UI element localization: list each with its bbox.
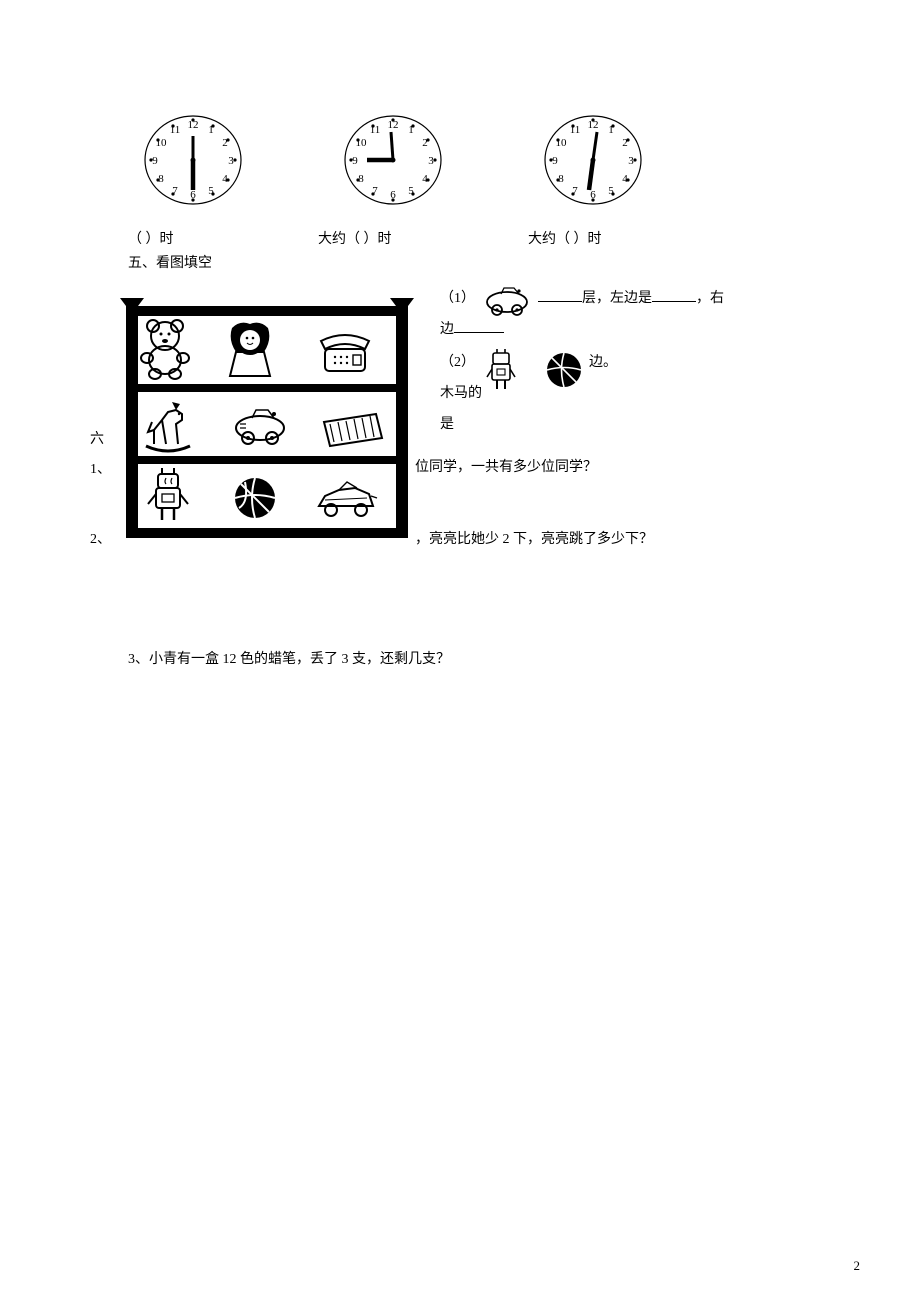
svg-text:2: 2 xyxy=(622,137,628,149)
question-3-text: 3、小青有一盒 12 色的蜡笔，丢了 3 支，还剩几支？ xyxy=(128,648,800,668)
q6-2-num: 2、 xyxy=(90,528,111,548)
svg-text:9: 9 xyxy=(152,155,158,167)
clock-labels-row: （ ）时 大约（ ）时 大约（ ）时 xyxy=(128,228,800,248)
q1-prefix: （1） xyxy=(440,291,475,306)
robot-inline-icon xyxy=(483,349,519,393)
clock-3: 12 1 2 3 4 5 6 7 8 9 10 11 xyxy=(538,110,648,210)
doll-icon xyxy=(230,323,270,376)
svg-text:11: 11 xyxy=(170,124,181,136)
keyboard-icon xyxy=(324,414,382,446)
q2-line3: 是 xyxy=(440,417,454,432)
q1-line2-prefix: 边 xyxy=(440,322,454,337)
question-2-text: （2） xyxy=(440,348,820,440)
q6-2-text: ，亮亮比她少 2 下，亮亮跳了多少下？ xyxy=(415,528,653,548)
basketball-inline-icon xyxy=(544,350,584,390)
q2-mid: 边。 xyxy=(589,355,617,370)
clocks-row: 12 1 2 3 4 5 6 7 8 9 10 11 xyxy=(138,110,800,210)
racecar-icon xyxy=(319,482,377,516)
q6-1-text: 位同学，一共有多少位同学？ xyxy=(415,456,597,476)
q2-prefix: （2） xyxy=(440,355,475,370)
svg-text:9: 9 xyxy=(352,155,358,167)
section-six-char: 六 xyxy=(90,428,104,448)
robot-icon xyxy=(148,468,188,520)
blank-right xyxy=(454,318,504,333)
svg-text:11: 11 xyxy=(370,124,381,136)
toy-shelf-illustration xyxy=(120,298,420,558)
svg-text:2: 2 xyxy=(422,137,428,149)
svg-text:3: 3 xyxy=(628,155,634,167)
clock-3-label: 大约（ ）时 xyxy=(528,228,602,248)
telephone-icon xyxy=(321,335,369,371)
blank-left xyxy=(652,287,696,302)
page-number: 2 xyxy=(854,1258,861,1274)
clock-2-label: 大约（ ）时 xyxy=(318,228,528,248)
q1-mid1: 层，左边是 xyxy=(582,291,652,306)
q2-line2: 木马的 xyxy=(440,386,482,401)
shelf-area: （1） 层，左边是 ，右 边 （2） xyxy=(120,278,800,588)
section-5-title: 五、看图填空 xyxy=(128,252,800,272)
clock-1: 12 1 2 3 4 5 6 7 8 9 10 11 xyxy=(138,110,248,210)
q1-mid2: ，右 xyxy=(696,291,724,306)
clock-1-label: （ ）时 xyxy=(128,228,318,248)
question-1-text: （1） 层，左边是 ，右 边 xyxy=(440,284,820,346)
toy-car-inline-icon xyxy=(481,286,533,320)
teddy-bear-icon xyxy=(141,320,189,379)
rocking-horse-icon xyxy=(146,402,190,451)
svg-text:3: 3 xyxy=(428,155,434,167)
svg-text:11: 11 xyxy=(570,124,581,136)
q6-1-num: 1、 xyxy=(90,458,111,478)
clock-2: 12 1 2 3 4 5 6 7 8 9 10 11 xyxy=(338,110,448,210)
blank-layer xyxy=(538,287,582,302)
basketball-icon xyxy=(235,478,275,518)
toy-car-icon xyxy=(236,410,284,444)
svg-text:2: 2 xyxy=(222,137,228,149)
svg-text:9: 9 xyxy=(552,155,558,167)
svg-text:3: 3 xyxy=(228,155,234,167)
